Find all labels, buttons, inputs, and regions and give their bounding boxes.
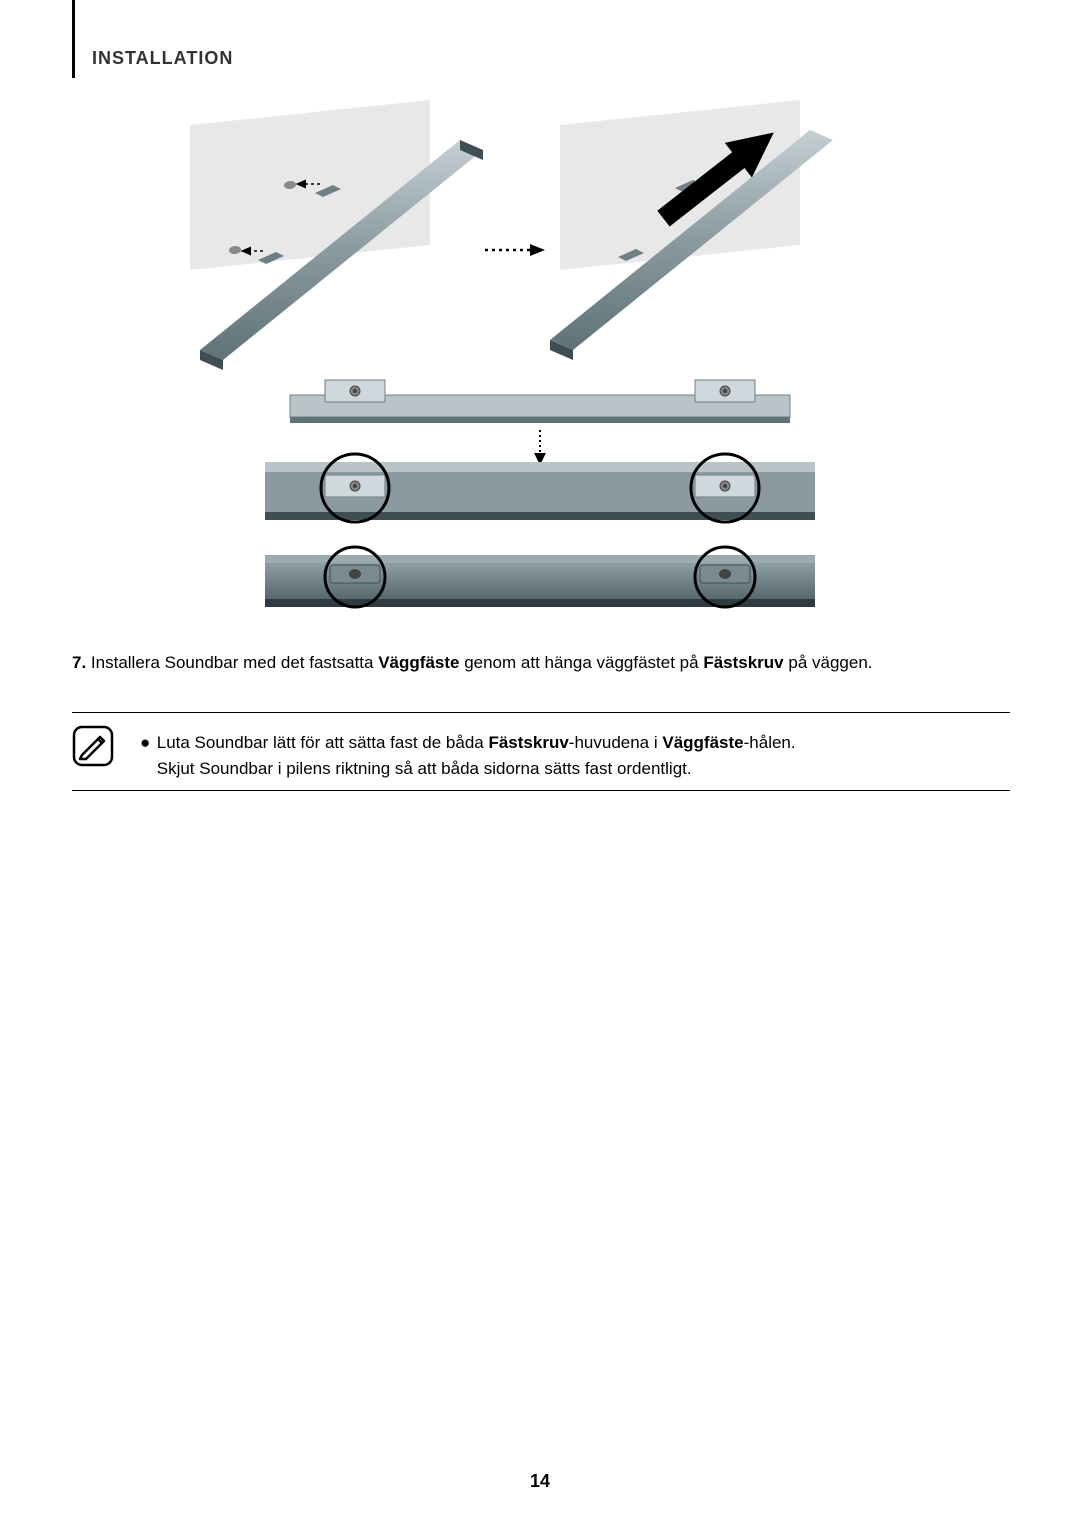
- bold-term: Fästskruv: [488, 733, 568, 752]
- note-line-part: -hålen.: [744, 733, 796, 752]
- step-text: 7. Installera Soundbar med det fastsatta…: [72, 650, 1010, 676]
- section-title: INSTALLATION: [92, 48, 233, 69]
- bold-term: Väggfäste: [378, 653, 459, 672]
- bold-term: Väggfäste: [662, 733, 743, 752]
- note-line-2: Skjut Soundbar i pilens riktning så att …: [157, 759, 692, 778]
- horizontal-rule: [72, 790, 1010, 791]
- page-number: 14: [0, 1471, 1080, 1492]
- header-left-rule: [72, 0, 75, 78]
- note-text: ● Luta Soundbar lätt för att sätta fast …: [140, 730, 1010, 781]
- note-line-part: -huvudena i: [569, 733, 663, 752]
- note-line-part: Luta Soundbar lätt för att sätta fast de…: [157, 733, 489, 752]
- bold-term: Fästskruv: [703, 653, 783, 672]
- step-number: 7.: [72, 653, 86, 672]
- bullet: ●: [140, 730, 152, 756]
- note-icon: [72, 725, 114, 767]
- step-text-part: Installera Soundbar med det fastsatta: [91, 653, 378, 672]
- horizontal-rule: [72, 712, 1010, 713]
- step-text-part: genom att hänga väggfästet på: [459, 653, 703, 672]
- step-text-part: på väggen.: [784, 653, 873, 672]
- installation-diagram: [155, 95, 925, 620]
